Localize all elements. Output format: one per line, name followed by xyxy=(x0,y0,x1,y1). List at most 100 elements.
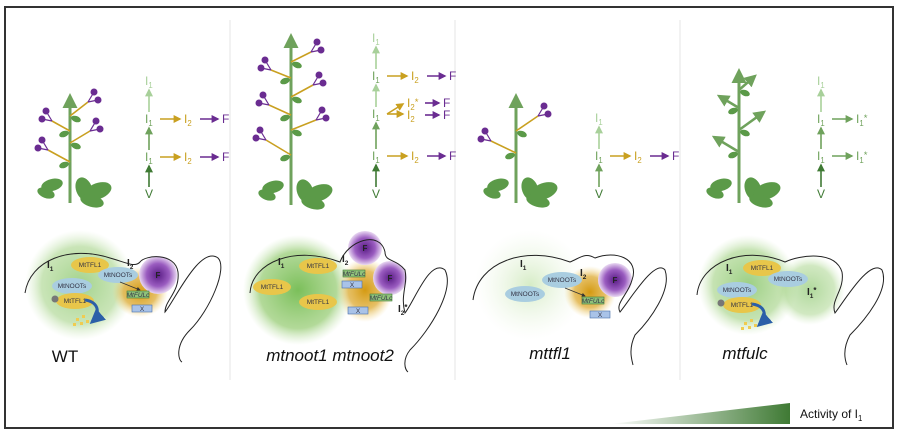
flower-primordium xyxy=(348,231,382,265)
gene-mtfulc: MtFULc xyxy=(370,295,394,302)
activity-gradient-wedge xyxy=(610,403,790,424)
flow-node-i1: I1 xyxy=(372,69,380,85)
flow-scheme: I1 V I1 I2 F xyxy=(595,111,679,201)
flower-primordium xyxy=(373,261,407,295)
leaf xyxy=(483,187,501,199)
flower xyxy=(313,38,321,46)
flower xyxy=(540,102,548,110)
meristem-wt: I1 I2 F MtTFL1 MtNOOTs MtNOOTs MtTFL1 Mt… xyxy=(24,230,222,366)
region-label-i2: I2 xyxy=(580,268,587,281)
flower xyxy=(38,136,46,144)
genotype-label: mtfulc xyxy=(722,344,768,363)
flow-node-i1: I1 xyxy=(595,149,603,165)
degraded-fragments-icon xyxy=(73,315,89,326)
flow-node: I2 xyxy=(184,112,192,128)
genotype-label: mtnoot1 mtnoot2 xyxy=(266,346,394,365)
flow-node: I1* xyxy=(856,112,868,128)
flow-scheme: I1 V I1 I1* I1 I1* xyxy=(817,74,868,201)
flower-primordium xyxy=(598,263,632,297)
degradation-arrow-icon xyxy=(751,302,773,327)
meristem-mtnoot1-mtnoot2: I1 I2 I2* F F MtTFL1 MtTFL1 MtTFL1 MtFUL… xyxy=(243,231,448,373)
leaf xyxy=(749,194,773,208)
flower xyxy=(322,114,330,122)
gene-x: X xyxy=(598,312,603,319)
flow-node-i1: I1 xyxy=(145,74,153,90)
genotype-label: mttfl1 xyxy=(529,344,571,363)
flow-node-i1: I1 xyxy=(372,149,380,165)
inflorescence-branch xyxy=(51,120,71,132)
flow-node: I2 xyxy=(184,150,192,166)
leaf xyxy=(71,142,81,150)
flow-node-v: V xyxy=(145,187,153,201)
leaf xyxy=(280,114,290,122)
flow-node-i1: I1 xyxy=(145,150,153,166)
protein-mttfl1: MtTFL1 xyxy=(79,262,102,269)
flower xyxy=(252,134,260,142)
inflorescence-branch xyxy=(270,69,292,79)
flow-node: I2 xyxy=(407,108,415,124)
inflorescence-branch xyxy=(265,139,292,156)
flower xyxy=(261,56,269,64)
protein-mttfl1: MtTFL1 xyxy=(307,299,330,306)
flow-node-i1: I1 xyxy=(372,107,380,123)
leaf xyxy=(706,187,724,199)
protein-mtnoots: MtNOOTs xyxy=(548,277,577,284)
flower xyxy=(96,125,104,133)
protein-mttfl1: MtTFL1 xyxy=(731,302,754,309)
flow-node-f: F xyxy=(449,69,456,83)
flow-scheme: I1 V I1 I2 F I1 I2 F xyxy=(145,74,229,201)
flower xyxy=(481,127,489,135)
inflorescence-branch xyxy=(290,84,314,98)
leaf xyxy=(740,129,750,137)
flow-node: I1* xyxy=(856,149,868,165)
leaf xyxy=(740,89,750,97)
flow-node-f: F xyxy=(222,112,229,126)
region-label-i2: I2 xyxy=(127,258,134,271)
region-label-i2-star: I2* xyxy=(398,303,408,317)
lateral-shoot-arrow xyxy=(738,74,757,91)
flow-node-f: F xyxy=(443,108,450,122)
flower xyxy=(315,71,323,79)
lateral-shoot-arrow xyxy=(711,135,740,154)
leaf xyxy=(80,194,104,208)
gene-x: X xyxy=(350,282,355,289)
flow-node-v: V xyxy=(817,187,825,201)
leaf xyxy=(59,130,69,138)
flower xyxy=(94,96,102,104)
leaf xyxy=(505,152,515,160)
degraded-fragments-icon xyxy=(741,319,757,330)
leaf xyxy=(728,151,738,159)
arrow-icon xyxy=(386,103,405,115)
leaf xyxy=(71,115,81,123)
inflorescence-branch xyxy=(69,130,91,144)
degradation-arrow-icon xyxy=(84,298,106,324)
flow-node-i1: I1 xyxy=(817,74,825,90)
inflorescence-branch xyxy=(290,119,317,131)
flow-node-f: F xyxy=(672,149,679,163)
leaf xyxy=(517,130,527,138)
leaf xyxy=(526,194,550,208)
flower-label: F xyxy=(388,274,393,283)
flower-label: F xyxy=(156,271,161,280)
flower xyxy=(42,107,50,115)
gene-mtfulc: MtFULc xyxy=(127,292,151,299)
leaf xyxy=(292,61,302,69)
protein-mtnoots: MtNOOTs xyxy=(104,272,133,279)
region-label-i1: I1 xyxy=(47,260,54,273)
flow-node-f: F xyxy=(449,149,456,163)
plant xyxy=(252,33,333,210)
flow-node: I2 xyxy=(411,149,419,165)
leaf xyxy=(37,187,55,199)
flow-node-i1: I1 xyxy=(817,149,825,165)
flow-node-i1: I1 xyxy=(372,31,380,47)
flow-node-f: F xyxy=(222,150,229,164)
leaf xyxy=(728,107,738,115)
flow-node-f: F xyxy=(443,96,450,110)
leaf xyxy=(280,154,290,162)
region-label-i2: I2 xyxy=(342,254,349,267)
region-label-i1: I1 xyxy=(278,257,285,270)
flow-node-v: V xyxy=(595,187,603,201)
gene-x: X xyxy=(356,308,361,315)
